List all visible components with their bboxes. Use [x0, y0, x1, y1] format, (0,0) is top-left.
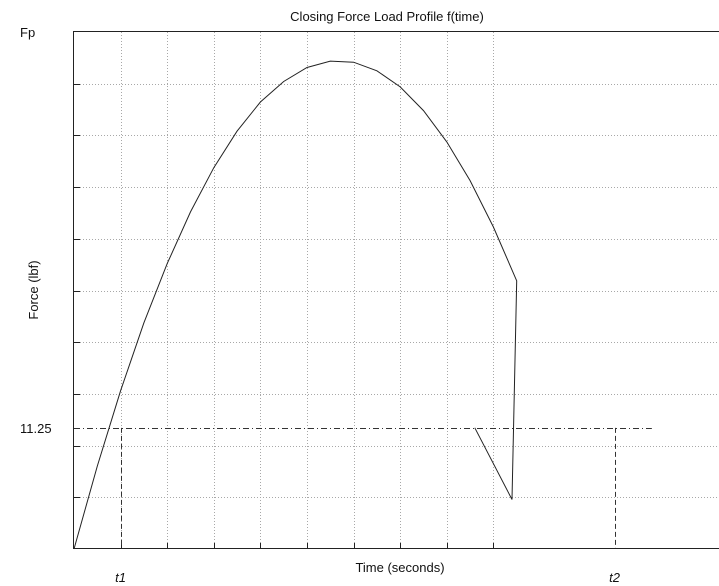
y-tick-label-1: Fp [20, 25, 35, 40]
force-curve [73, 60, 518, 550]
x-axis-label: Time (seconds) [355, 560, 444, 575]
x-marker-label-2: t2 [609, 570, 621, 585]
y-axis-label: Force (lbf) [26, 260, 41, 319]
x-marker-label-1: t1 [115, 570, 126, 585]
reference-lines [74, 427, 652, 549]
grid [74, 32, 719, 549]
curve-layer [73, 60, 518, 550]
y-tick-label-2: 11.25 [20, 421, 52, 436]
plot-frame [73, 31, 719, 549]
x-marker-labels: t1 t2 [115, 570, 621, 585]
chart-title: Closing Force Load Profile f(time) [290, 9, 484, 24]
y-tick-labels: Fp 11.25 [20, 25, 52, 436]
